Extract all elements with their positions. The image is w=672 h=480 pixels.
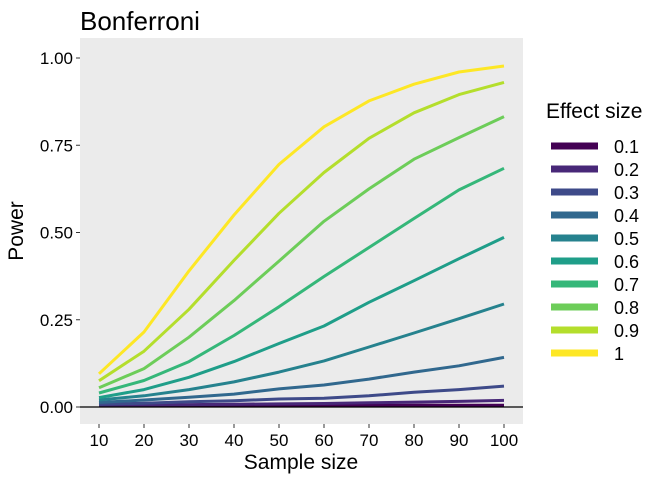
- x-axis-title: Sample size: [244, 451, 358, 474]
- y-axis-title: Power: [5, 201, 28, 261]
- y-axis-ticks: 0.00 0.25 0.50 0.75 1.00: [40, 49, 80, 417]
- legend-label: 1: [614, 344, 624, 364]
- legend-label: 0.8: [614, 298, 639, 318]
- x-axis-ticks: 10 20 30 40 50 60 70 80 90 100: [90, 424, 518, 450]
- series-line-0-4: [98, 355, 505, 404]
- legend-label: 0.4: [614, 206, 639, 226]
- x-tick-label: 60: [315, 431, 334, 450]
- chart-title: Bonferroni: [80, 6, 200, 36]
- x-tick-label: 10: [90, 431, 109, 450]
- legend: Effect size 0.1 0.2 0.3 0.4 0.5 0.6 0.7 0.8 0.9 1: [546, 100, 643, 364]
- legend-label: 0.3: [614, 183, 639, 203]
- legend-label: 0.1: [614, 137, 639, 157]
- series-layer: [97, 64, 505, 408]
- x-tick-label: 70: [360, 431, 379, 450]
- legend-label: 0.2: [614, 160, 639, 180]
- series-line-0-8: [98, 115, 505, 390]
- y-tick-label: 1.00: [40, 49, 73, 68]
- y-tick-label: 0.50: [40, 224, 73, 243]
- series-line-0-6: [98, 236, 505, 400]
- legend-title: Effect size: [546, 100, 643, 123]
- y-tick-label: 0.75: [40, 136, 73, 155]
- x-tick-label: 20: [135, 431, 154, 450]
- series-line-0-9: [98, 80, 505, 383]
- legend-label: 0.7: [614, 275, 639, 295]
- series-line-0-5: [98, 302, 505, 402]
- y-tick-label: 0.00: [40, 398, 73, 417]
- x-tick-label: 40: [225, 431, 244, 450]
- legend-label: 0.9: [614, 321, 639, 341]
- x-tick-label: 50: [270, 431, 289, 450]
- series-line-0-7: [98, 166, 505, 395]
- legend-label: 0.5: [614, 229, 639, 249]
- series-line-1: [97, 64, 505, 375]
- legend-items: 0.1 0.2 0.3 0.4 0.5 0.6 0.7 0.8 0.9 1: [551, 137, 639, 364]
- plot-panel: [80, 38, 523, 424]
- x-tick-label: 80: [405, 431, 424, 450]
- x-tick-label: 90: [450, 431, 469, 450]
- legend-label: 0.6: [614, 252, 639, 272]
- series-line-0-2: [98, 398, 505, 407]
- y-tick-label: 0.25: [40, 311, 73, 330]
- series-line-0-3: [98, 384, 505, 406]
- x-tick-label: 100: [490, 431, 518, 450]
- x-tick-label: 30: [180, 431, 199, 450]
